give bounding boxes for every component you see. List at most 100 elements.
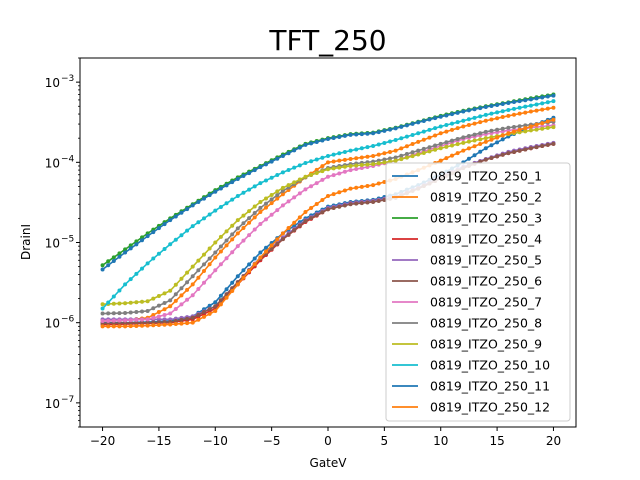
series-11-point xyxy=(185,207,190,212)
series-7-point xyxy=(168,311,173,316)
chart-title: TFT_250 xyxy=(268,24,386,57)
series-1-point xyxy=(247,262,252,267)
series-12-point xyxy=(483,139,488,144)
series-8-point xyxy=(466,133,471,138)
series-12-point xyxy=(179,321,184,326)
series-1-point xyxy=(495,140,500,145)
series-8-point xyxy=(196,268,201,273)
series-8-point xyxy=(506,125,511,130)
series-7-point xyxy=(292,195,297,200)
series-11-point xyxy=(207,193,212,198)
series-10-point xyxy=(320,155,325,160)
x-tick-label: 20 xyxy=(546,434,561,448)
series-8-point xyxy=(427,145,432,150)
series-7-point xyxy=(309,184,314,189)
series-12-point xyxy=(218,302,223,307)
series-12-point xyxy=(489,137,494,142)
series-11-point xyxy=(512,100,516,105)
series-10-point xyxy=(444,123,449,128)
series-6-point xyxy=(337,204,342,209)
series-7-point xyxy=(207,274,212,279)
series-11-point xyxy=(286,151,291,156)
series-10-point xyxy=(162,247,167,252)
series-1-point xyxy=(489,143,494,148)
series-12-point xyxy=(506,131,511,136)
series-10-point xyxy=(309,159,314,164)
series-8-point xyxy=(128,310,133,315)
series-12-point xyxy=(517,127,522,132)
series-10-point xyxy=(354,147,359,152)
series-11-point xyxy=(421,118,426,123)
series-9-point xyxy=(230,223,235,228)
series-7-point xyxy=(179,302,184,307)
series-2-point xyxy=(376,152,381,157)
series-2-point xyxy=(495,116,500,121)
series-1-point xyxy=(241,268,246,273)
legend-item: 0819_ITZO_250_1 xyxy=(392,169,542,184)
series-3-point xyxy=(106,259,111,264)
series-10-point xyxy=(247,187,252,192)
legend-item: 0819_ITZO_250_2 xyxy=(392,190,542,205)
series-7-point xyxy=(213,268,218,273)
series-6-point xyxy=(506,151,511,156)
series-8-point xyxy=(388,156,392,161)
series-10-point xyxy=(461,118,466,123)
series-11-point xyxy=(438,114,443,119)
series-10-point xyxy=(297,163,302,168)
series-12-point xyxy=(303,210,308,215)
series-10-point xyxy=(410,132,415,137)
series-11-point xyxy=(450,112,454,117)
series-2-point xyxy=(207,262,212,267)
series-12-point xyxy=(331,192,336,197)
series-10-point xyxy=(100,306,105,311)
legend: 0819_ITZO_250_1 0819_ITZO_250_2 0819_ITZO_… xyxy=(385,162,571,422)
series-12-point xyxy=(275,237,280,242)
series-1-point xyxy=(235,274,240,279)
series-8-point xyxy=(258,205,263,210)
series-9-point xyxy=(545,125,550,130)
series-8-point xyxy=(247,216,252,221)
series-7-point xyxy=(128,318,133,323)
series-2-point xyxy=(162,307,167,312)
series-8-point xyxy=(264,201,268,206)
series-8-point xyxy=(410,150,415,155)
series-10-point xyxy=(123,282,128,287)
series-10-point xyxy=(388,139,392,144)
series-12-point xyxy=(173,322,178,327)
series-9-point xyxy=(128,300,133,305)
series-11-point xyxy=(151,230,156,235)
series-12-point xyxy=(156,323,161,328)
series-10-point xyxy=(348,148,353,153)
series-12-point xyxy=(134,323,139,328)
series-2-point xyxy=(179,293,184,298)
series-11-point xyxy=(331,136,336,141)
y-tick-label: 10 xyxy=(45,397,60,411)
series-7-point xyxy=(202,280,206,285)
series-9-point xyxy=(314,171,319,176)
series-9-point xyxy=(523,129,528,134)
series-2-point xyxy=(151,312,156,317)
series-12-point xyxy=(145,323,150,328)
series-2-point xyxy=(275,196,280,201)
legend-label: 0819_ITZO_250_12 xyxy=(430,400,550,415)
series-2-point xyxy=(331,159,336,164)
series-9-point xyxy=(140,299,144,304)
series-11-point xyxy=(393,126,398,131)
series-10-point xyxy=(382,140,387,145)
series-12-point xyxy=(337,190,342,195)
series-9-point xyxy=(252,204,257,209)
series-1-point xyxy=(224,287,229,292)
series-9-point xyxy=(478,137,483,142)
y-tick-exponent: −4 xyxy=(61,154,75,164)
series-6-point xyxy=(359,201,364,206)
series-9-point xyxy=(151,296,156,301)
series-10-point xyxy=(489,111,494,116)
series-8-point xyxy=(230,232,235,237)
series-6-point xyxy=(376,198,381,203)
series-8-point xyxy=(517,124,522,129)
series-7-point xyxy=(162,313,167,317)
series-8-point xyxy=(450,138,454,143)
series-12-point xyxy=(359,184,364,189)
series-11-point xyxy=(404,123,409,128)
series-8-point xyxy=(483,129,488,134)
